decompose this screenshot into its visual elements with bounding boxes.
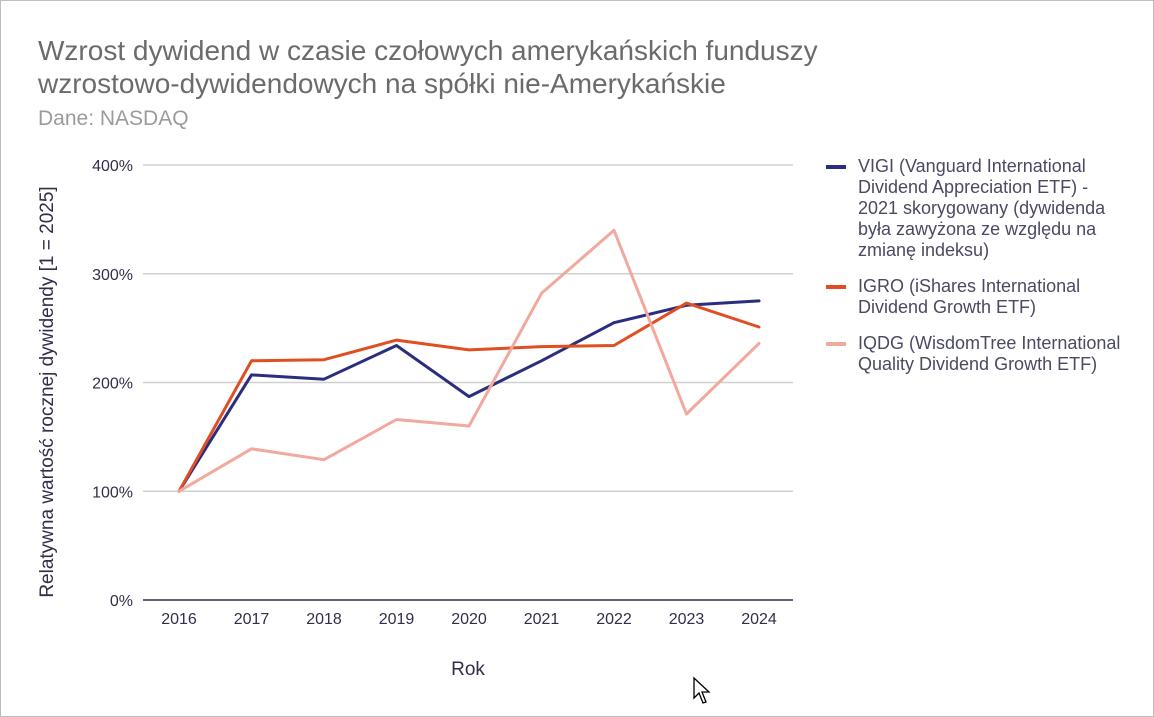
x-axis-title: Rok [451,659,485,680]
legend-label: VIGI (Vanguard International Dividend Ap… [858,156,1106,260]
x-tick-label: 2019 [379,611,415,628]
x-tick-label: 2022 [596,611,632,628]
x-tick-label: 2023 [669,611,705,628]
legend: VIGI (Vanguard International Dividend Ap… [826,156,1126,390]
y-axis-title: Relatywna wartość rocznej dywidendy [1 =… [37,186,58,597]
x-tick-label: 2024 [741,611,777,628]
y-tick-label: 400% [92,158,133,175]
x-tick-label: 2018 [306,611,342,628]
x-tick-label: 2021 [524,611,560,628]
x-tick-label: 2017 [234,611,270,628]
legend-item: VIGI (Vanguard International Dividend Ap… [826,156,1126,261]
series-line-2 [177,301,761,493]
legend-swatch [826,285,846,289]
y-tick-label: 100% [92,484,133,501]
y-tick-label: 200% [92,376,133,393]
chart-title: Wzrost dywidend w czasie czołowych amery… [38,35,818,99]
legend-label: IGRO (iShares International Dividend Gro… [858,276,1081,317]
x-tick-label: 2016 [161,611,197,628]
series-line-1 [177,299,761,493]
mouse-cursor-icon [693,676,711,704]
chart-subtitle: Dane: NASDAQ [38,107,189,130]
x-tick-label: 2020 [451,611,487,628]
legend-label: IQDG (WisdomTree International Quality D… [858,333,1121,374]
series-line-3 [177,228,761,493]
y-tick-label: 0% [110,593,133,610]
legend-swatch [826,342,846,346]
legend-item: IQDG (WisdomTree International Quality D… [826,333,1126,375]
legend-swatch [826,165,846,169]
legend-item: IGRO (iShares International Dividend Gro… [826,276,1126,318]
y-tick-label: 300% [92,267,133,284]
